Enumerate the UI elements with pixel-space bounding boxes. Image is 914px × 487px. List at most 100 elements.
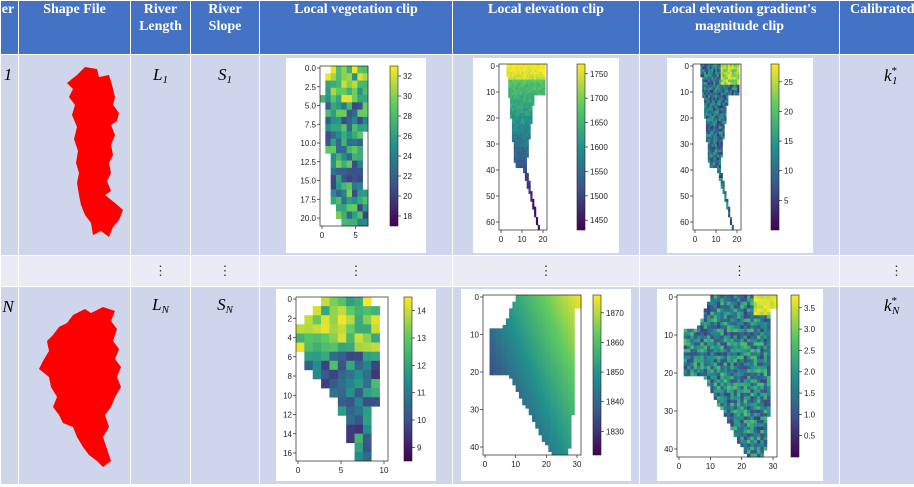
- heatmap-cell: [515, 147, 518, 150]
- heatmap-cell: [683, 355, 687, 360]
- heatmap-cell: [528, 341, 533, 346]
- heatmap-cell: [725, 201, 728, 205]
- heatmap-cell: [515, 331, 520, 336]
- y-tick-label: 10.0: [300, 139, 316, 148]
- heatmap-cell: [723, 372, 727, 377]
- heatmap-cell: [706, 318, 711, 323]
- heatmap-cell: [753, 396, 757, 400]
- heatmap-cell: [551, 341, 556, 346]
- heatmap-cell: [526, 152, 529, 156]
- heatmap-cell: [713, 362, 717, 367]
- heatmap-cell: [766, 322, 771, 326]
- heatmap-cell: [699, 362, 704, 367]
- heatmap-cell: [492, 335, 497, 339]
- colorbar-tick-label: 1840: [606, 398, 624, 407]
- heatmap-cell: [709, 338, 714, 343]
- heatmap-cell: [312, 306, 322, 316]
- heatmap-cell: [532, 405, 536, 409]
- heatmap-cell: [716, 396, 721, 400]
- heatmap-cell: [743, 430, 747, 434]
- heatmap-cell: [564, 385, 569, 389]
- heatmap-cell: [753, 355, 757, 360]
- heatmap-cell: [528, 295, 533, 299]
- row1-k: k*1: [884, 56, 914, 87]
- heatmap-cell: [701, 92, 704, 96]
- heatmap-cell: [499, 371, 503, 376]
- y-tick-label: 2: [288, 314, 293, 323]
- heatmap-cell: [716, 325, 721, 330]
- heatmap-cell: [759, 318, 764, 323]
- heatmap-cell: [720, 108, 723, 111]
- heatmap-cell: [517, 121, 520, 124]
- heatmap-cell: [709, 355, 714, 360]
- heatmap-cell: [522, 325, 526, 329]
- heatmap-cell: [743, 440, 747, 444]
- heatmap-cell: [535, 328, 539, 332]
- heatmap-cell: [703, 76, 706, 80]
- heatmap-cell: [346, 189, 353, 198]
- heatmap-cell: [726, 386, 731, 390]
- heatmap-cell: [710, 154, 714, 158]
- heatmap-cell: [722, 76, 725, 80]
- y-tick-label: 16: [283, 449, 292, 458]
- heatmap-cell: [709, 386, 714, 390]
- heatmap-cell: [524, 172, 527, 176]
- heatmap-cell: [571, 378, 575, 382]
- heatmap-cell: [756, 413, 761, 417]
- heatmap-cell: [723, 295, 727, 299]
- ellipsis-cell-5: ⋮: [452, 255, 640, 287]
- heatmap-cell: [538, 418, 543, 422]
- heatmap-cell: [524, 121, 527, 124]
- row1-shape-cell: [18, 54, 131, 256]
- rowN-slope-cell: SN: [190, 286, 260, 485]
- heatmap-cell: [743, 409, 747, 414]
- heatmap-cell: [716, 84, 719, 88]
- heatmap-cell: [759, 335, 764, 340]
- heatmap-cell: [706, 308, 711, 313]
- heatmap-cell: [541, 87, 544, 91]
- heatmap-cell: [759, 406, 764, 411]
- heatmap-cell: [511, 134, 515, 137]
- heatmap-cell: [362, 451, 372, 462]
- heatmap-cell: [341, 66, 347, 74]
- heatmap-cell: [524, 69, 527, 73]
- heatmap-cell: [561, 445, 565, 449]
- heatmap-cell: [505, 328, 510, 332]
- heatmap-cell: [521, 121, 524, 124]
- heatmap-cell: [689, 342, 694, 346]
- heatmap-cell: [548, 375, 552, 379]
- colorbar-tick-label: 1870: [606, 309, 624, 318]
- heatmap-cell: [524, 79, 527, 83]
- heatmap-cell: [705, 126, 708, 130]
- heatmap-cell: [763, 406, 767, 411]
- heatmap-cell: [705, 92, 708, 96]
- heatmap-cell: [733, 328, 737, 333]
- heatmap-cell: [525, 385, 530, 389]
- y-tick-label: 60: [680, 218, 689, 227]
- heatmap-cell: [722, 97, 725, 101]
- heatmap-cell: [524, 152, 527, 156]
- heatmap-cell: [528, 105, 531, 109]
- heatmap-cell: [729, 392, 734, 397]
- heatmap-cell: [534, 79, 537, 83]
- heatmap-cell: [535, 69, 539, 73]
- heatmap-cell: [352, 167, 358, 176]
- heatmap-cell: [723, 87, 727, 91]
- heatmap-cell: [571, 368, 575, 372]
- heatmap-cell: [532, 204, 535, 207]
- heatmap-cell: [506, 66, 509, 70]
- heatmap-cell: [709, 372, 714, 377]
- heatmap-cell: [545, 365, 549, 369]
- row1-slope-symbol: S: [218, 65, 227, 84]
- heatmap-cell: [330, 109, 337, 118]
- heatmap-cell: [753, 392, 757, 397]
- heatmap-cell: [336, 189, 342, 198]
- heatmap-cell: [330, 131, 337, 140]
- y-tick-label: 10: [283, 391, 292, 400]
- heatmap-cell: [538, 431, 543, 436]
- heatmap-cell: [346, 73, 353, 81]
- heatmap-cell: [696, 325, 701, 330]
- heatmap-cell: [759, 453, 764, 458]
- heatmap-cell: [571, 371, 575, 376]
- heatmap-cell: [705, 115, 708, 119]
